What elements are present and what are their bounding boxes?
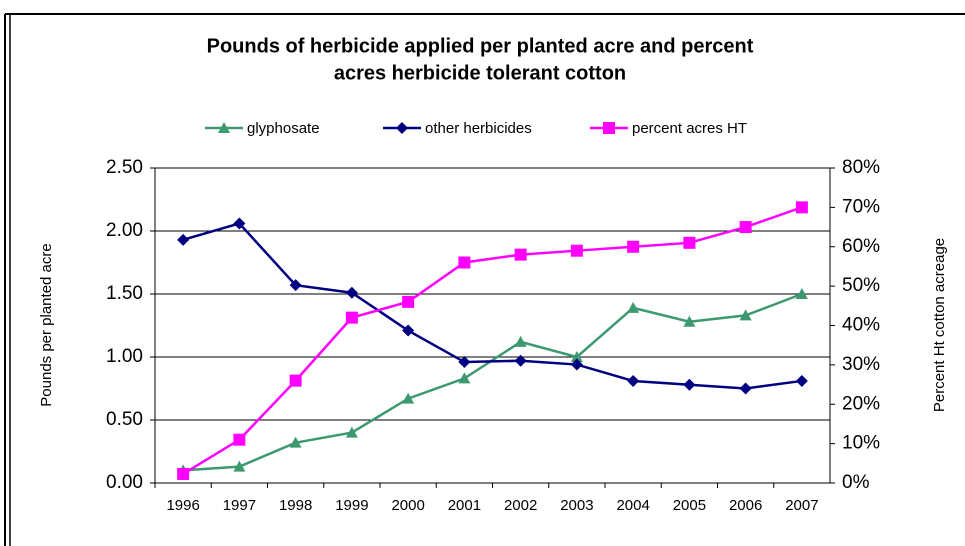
data-point [458,356,471,369]
chart-title: acres herbicide tolerant cotton [334,62,626,84]
data-point [739,309,752,321]
x-tick-label: 2000 [391,497,424,514]
y-tick-label: 0.00 [106,472,143,493]
series-line [182,206,803,476]
data-point [627,374,640,387]
data-point [739,382,752,395]
y2-axis-label: Percent Ht cotton acreage [931,238,948,412]
data-point [177,467,190,480]
data-point [402,392,415,404]
y-tick-label: 2.50 [106,157,143,178]
data-point [514,354,527,367]
data-point [514,335,527,347]
data-point [402,324,415,337]
data-point [570,351,583,362]
x-tick-label: 2006 [729,497,762,514]
data-point [289,436,302,448]
data-point [683,378,696,391]
y2-tick-label: 40% [842,315,880,336]
data-point [683,236,696,249]
y-tick-label: 0.50 [106,409,143,430]
data-point [345,311,358,324]
data-point [458,372,471,384]
x-tick-label: 2002 [504,497,537,514]
x-tick-label: 2003 [560,497,593,514]
legend-label: other herbicides [425,120,532,137]
x-tick-label: 1998 [279,497,312,514]
y2-tick-label: 70% [842,196,880,217]
y-axis-label: Pounds per planted acre [38,243,55,406]
y2-tick-label: 30% [842,354,880,375]
y2-tick-label: 10% [842,433,880,454]
data-point [514,248,527,261]
data-point [570,358,583,371]
data-point [627,240,640,253]
data-point [289,374,302,387]
data-point [458,256,471,269]
legend-marker [218,122,230,133]
legend-marker [396,122,408,134]
data-point [289,279,302,292]
x-tick-label: 1996 [166,497,199,514]
y2-tick-label: 60% [842,236,880,257]
data-point [627,301,640,313]
data-point [795,201,808,214]
x-tick-label: 1999 [335,497,368,514]
data-point [795,374,808,387]
y-tick-label: 2.00 [106,220,143,241]
series-line [182,222,803,390]
data-point [402,295,415,308]
y2-tick-label: 80% [842,157,880,178]
data-point [739,221,752,234]
data-point [233,433,246,446]
data-point [233,460,246,472]
x-tick-label: 2007 [785,497,818,514]
y-tick-label: 1.00 [106,346,143,367]
data-point [345,286,358,299]
y2-tick-label: 0% [842,472,870,493]
y-tick-label: 1.50 [106,283,143,304]
series-line [183,292,803,472]
legend-label: glyphosate [247,120,320,137]
data-point [570,244,583,257]
y2-tick-label: 20% [842,393,880,414]
y2-tick-label: 50% [842,275,880,296]
x-tick-label: 2001 [448,497,481,514]
data-point [795,288,808,299]
data-point [683,315,696,327]
x-tick-label: 2005 [673,497,706,514]
legend-marker [603,122,615,134]
data-point [345,426,358,438]
x-tick-label: 2004 [616,497,649,514]
legend-label: percent acres HT [632,120,747,137]
chart-title: Pounds of herbicide applied per planted … [207,35,754,57]
x-tick-label: 1997 [223,497,256,514]
data-point [177,233,190,246]
data-point [233,217,246,230]
